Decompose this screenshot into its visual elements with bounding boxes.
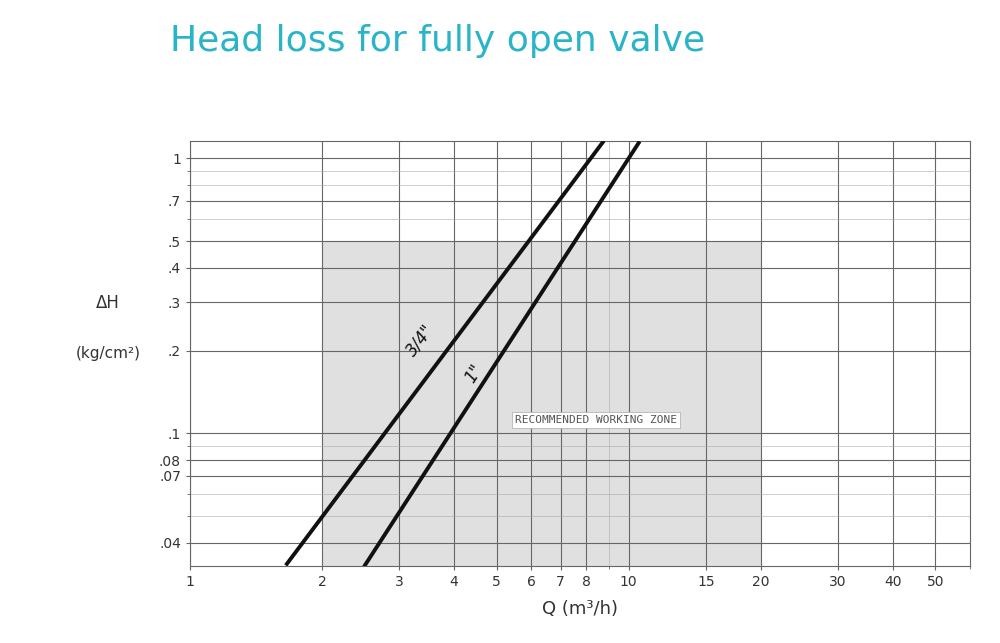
Text: 1": 1": [461, 361, 486, 386]
Text: ΔH: ΔH: [96, 294, 120, 312]
Text: Head loss for fully open valve: Head loss for fully open valve: [170, 24, 705, 58]
Text: 3/4": 3/4": [403, 322, 438, 360]
X-axis label: Q (m³/h): Q (m³/h): [542, 600, 618, 618]
Bar: [322, 241, 761, 566]
Text: RECOMMENDED WORKING ZONE: RECOMMENDED WORKING ZONE: [515, 415, 677, 425]
Text: (kg/cm²): (kg/cm²): [76, 346, 141, 361]
